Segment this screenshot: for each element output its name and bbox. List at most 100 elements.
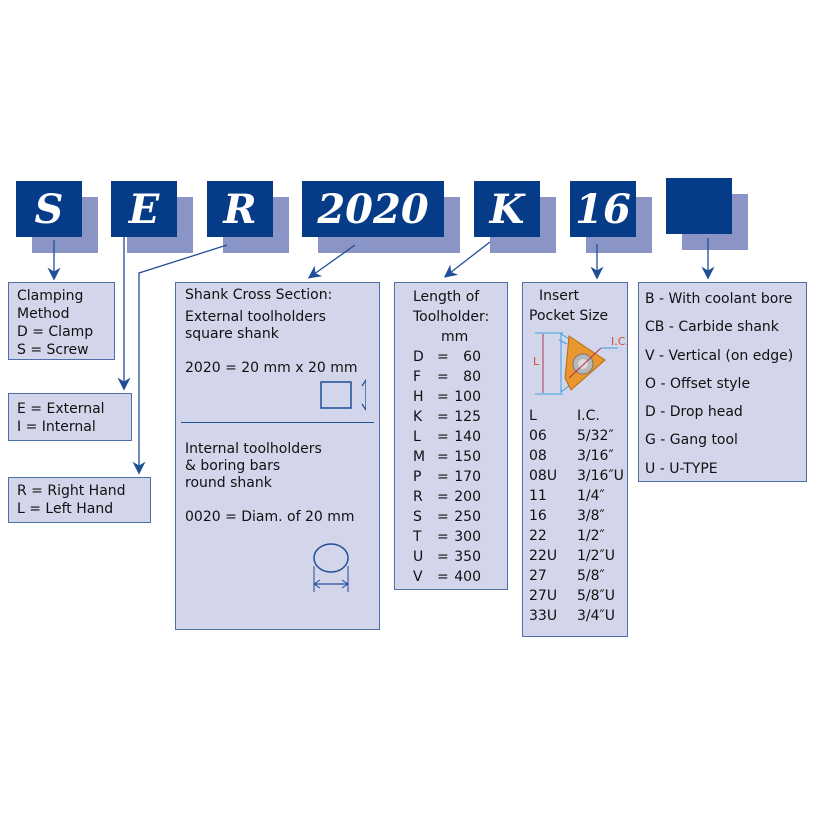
code-text: R: [207, 181, 273, 237]
hand-item: L = Left Hand: [17, 501, 114, 517]
length-value: 300: [454, 529, 481, 545]
insert-table: 06 5/32″ 08 3/16″ 08U 3/16″U 11 1/4″ 16 3/8″ 22 1/2…: [529, 426, 627, 626]
insert-row: 06 5/32″: [529, 426, 627, 446]
length-table: D = 60 F = 80 H = 100 K = 125 L = 140 M = 150 P = 170 R = 200 S =…: [413, 347, 507, 587]
code-shank: 2020: [302, 181, 460, 253]
shank-example: 2020 = 20 mm x 20 mm: [185, 360, 358, 376]
clamping-item: S = Screw: [17, 342, 89, 358]
clamping-title: Clamping: [17, 288, 84, 304]
equals-sign: =: [437, 449, 449, 465]
round-shank-icon: [313, 543, 349, 592]
length-code: F: [413, 369, 422, 385]
length-title: Toolholder:: [413, 309, 490, 325]
insert-header: L I.C.: [529, 406, 627, 426]
code-text: S: [16, 181, 82, 237]
length-code: M: [413, 449, 426, 465]
insert-ic: 3/8″: [577, 508, 605, 524]
length-row: K = 125: [413, 407, 507, 427]
length-row: P = 170: [413, 467, 507, 487]
length-row: H = 100: [413, 387, 507, 407]
length-unit: mm: [441, 329, 469, 345]
insert-illustration: L I.C.: [529, 326, 629, 406]
length-value: 350: [454, 549, 481, 565]
length-row: D = 60: [413, 347, 507, 367]
equals-sign: =: [437, 509, 449, 525]
length-value: 250: [454, 509, 481, 525]
shank-text: Internal toolholders: [185, 441, 322, 457]
square-shank-icon: [320, 378, 366, 412]
equals-sign: =: [437, 349, 449, 365]
insert-ic: 3/16″: [577, 448, 614, 464]
insert-size: 08U: [529, 468, 558, 484]
code-option: [666, 178, 748, 250]
direction-item: I = Internal: [17, 419, 96, 435]
equals-sign: =: [437, 429, 449, 445]
length-code: S: [413, 509, 422, 525]
code-insert: 16: [570, 181, 652, 253]
code-text: K: [474, 181, 540, 237]
length-row: F = 80: [413, 367, 507, 387]
insert-ic: 5/8″: [577, 568, 605, 584]
shank-box: Shank Cross Section: External toolholder…: [175, 282, 380, 630]
option-item: O - Offset style: [645, 375, 751, 392]
shank-text: round shank: [185, 475, 272, 491]
length-row: L = 140: [413, 427, 507, 447]
hand-item: R = Right Hand: [17, 483, 126, 499]
insert-size: 27U: [529, 588, 558, 604]
insert-title: Pocket Size: [529, 308, 609, 324]
options-box: B - With coolant bore CB - Carbide shank V…: [638, 282, 807, 482]
clamping-item: D = Clamp: [17, 324, 94, 340]
length-value: 400: [454, 569, 481, 585]
direction-box: E = External I = Internal: [8, 393, 132, 441]
option-item: G - Gang tool: [645, 432, 738, 449]
insert-size: 22U: [529, 548, 558, 564]
length-row: U = 350: [413, 547, 507, 567]
length-title: Length of: [413, 289, 480, 305]
insert-size: 27: [529, 568, 547, 584]
insert-ic: 3/4″U: [577, 608, 616, 624]
option-item: V - Vertical (on edge): [645, 347, 794, 364]
code-hand: R: [207, 181, 289, 253]
threading-insert-icon: [535, 332, 618, 395]
equals-sign: =: [437, 569, 449, 585]
length-value: 200: [454, 489, 481, 505]
insert-label-l: L: [533, 355, 540, 368]
insert-size: 33U: [529, 608, 558, 624]
insert-row: 16 3/8″: [529, 506, 627, 526]
code-length: K: [474, 181, 556, 253]
option-item: D - Drop head: [645, 404, 743, 421]
insert-row: 33U 3/4″U: [529, 606, 627, 626]
length-code: L: [413, 429, 421, 445]
length-row: R = 200: [413, 487, 507, 507]
insert-ic: 1/2″U: [577, 548, 616, 564]
equals-sign: =: [437, 409, 449, 425]
length-code: K: [413, 409, 423, 425]
option-item: U - U-TYPE: [645, 460, 718, 477]
length-code: T: [413, 529, 422, 545]
length-row: V = 400: [413, 567, 507, 587]
insert-title: Insert: [539, 288, 580, 304]
code-text: E: [111, 181, 177, 237]
equals-sign: =: [437, 369, 449, 385]
length-code: D: [413, 349, 424, 365]
code-direction: E: [111, 181, 193, 253]
insert-row: 27U 5/8″U: [529, 586, 627, 606]
length-box: Length of Toolholder: mm D = 60 F = 80 H = 100 K =…: [394, 282, 508, 590]
equals-sign: =: [437, 389, 449, 405]
length-value: 170: [454, 469, 481, 485]
insert-ic: 3/16″U: [577, 468, 624, 484]
length-code: P: [413, 469, 422, 485]
code-text: [666, 178, 732, 234]
insert-size: 06: [529, 428, 547, 444]
insert-ic: 1/2″: [577, 528, 605, 544]
insert-box: Insert Pocket Size L I.C. L I.C. 06 5/32″ 0…: [522, 282, 629, 637]
code-text: 16: [570, 181, 636, 237]
length-row: T = 300: [413, 527, 507, 547]
insert-row: 27 5/8″: [529, 566, 627, 586]
insert-size: 16: [529, 508, 547, 524]
length-code: R: [413, 489, 423, 505]
insert-ic: 1/4″: [577, 488, 605, 504]
insert-row: 22U 1/2″U: [529, 546, 627, 566]
